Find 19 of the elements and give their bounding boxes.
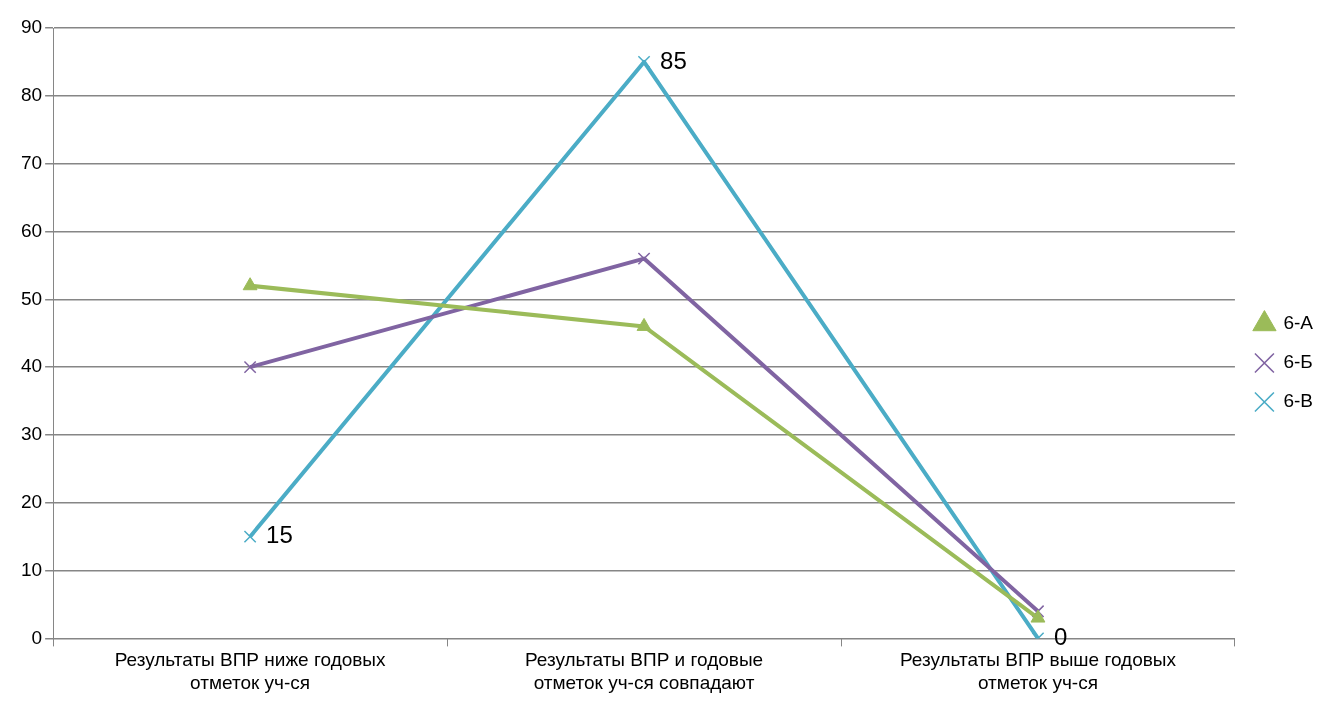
y-tick-label: 70 [20,151,43,173]
y-tick-label: 90 [20,16,43,38]
legend-label: 6-А [1283,312,1314,334]
legend-label: 6-Б [1283,351,1313,373]
y-tick-label: 50 [20,287,43,309]
x-tick-label: Результаты ВПР ниже годовых отметок уч-ся [114,649,387,693]
y-tick-label: 20 [20,490,43,512]
legend-label: 6-В [1283,390,1314,412]
data-label: 15 [266,521,293,549]
y-tick-label: 10 [20,558,43,580]
x-tick-label: Результаты ВПР выше годовых отметок уч-ся [899,649,1177,693]
y-tick-label: 30 [20,423,43,445]
data-label: 85 [660,46,687,74]
y-tick-label: 40 [20,355,43,377]
y-tick-label: 80 [20,84,43,106]
data-label: 0 [1053,623,1068,651]
y-tick-label: 0 [31,626,43,648]
y-tick-label: 60 [20,219,43,241]
x-tick-label: Результаты ВПР и годовые отметок уч-ся совпадают [524,649,764,693]
